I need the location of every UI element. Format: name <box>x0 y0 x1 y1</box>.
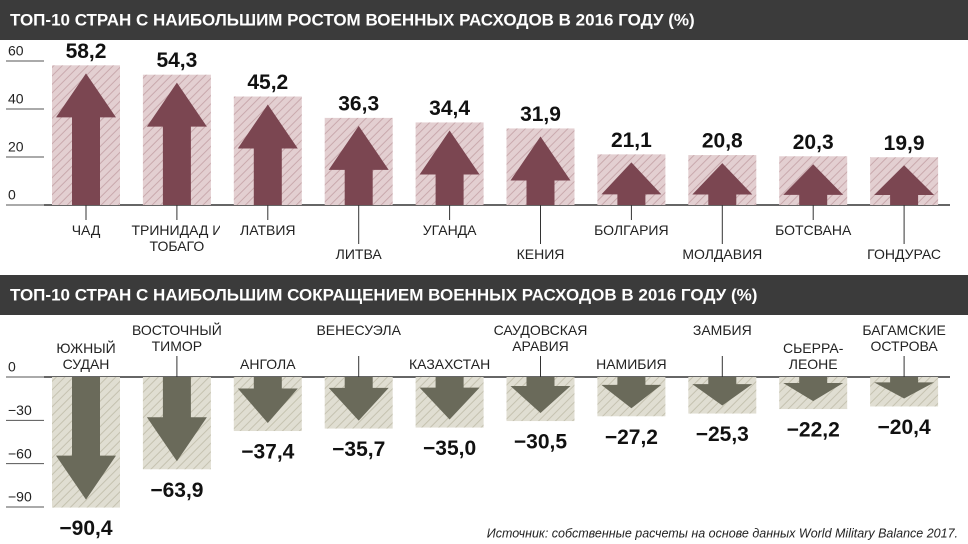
arrow <box>783 377 844 402</box>
arrow <box>328 377 389 421</box>
value-label: 45,2 <box>247 71 288 94</box>
value-label: 34,4 <box>429 97 470 120</box>
value-label: −27,2 <box>605 426 658 449</box>
value-label: −35,7 <box>332 438 385 461</box>
value-label: −22,2 <box>787 419 840 442</box>
category-label: ЮЖНЫЙ СУДАН <box>56 340 116 372</box>
category-label: ТРИНИДАД И ТОБАГО <box>128 222 225 254</box>
arrow <box>601 377 662 409</box>
value-label: 58,2 <box>66 40 107 63</box>
arrow <box>419 377 480 420</box>
arrow <box>146 82 207 205</box>
y-tick-label: 20 <box>8 139 24 155</box>
arrow <box>146 377 207 462</box>
arrow <box>510 136 571 205</box>
arrow <box>237 377 298 424</box>
category-label: БАГАМСКИЕ ОСТРОВА <box>856 322 953 354</box>
value-label: −20,4 <box>878 416 931 439</box>
value-label: 19,9 <box>884 132 925 155</box>
category-label: КАЗАХСТАН <box>409 356 491 372</box>
arrow <box>874 165 935 205</box>
value-label: −35,0 <box>423 437 476 460</box>
arrow <box>56 377 116 500</box>
category-label: БОТСВАНА <box>765 222 862 238</box>
arrow <box>874 377 935 399</box>
category-label: БОЛГАРИЯ <box>583 222 680 238</box>
category-label: ЛАТВИЯ <box>219 222 316 238</box>
arrow <box>510 377 571 414</box>
chart-title: ТОП-10 СТРАН С НАИБОЛЬШИМ РОСТОМ ВОЕННЫХ… <box>10 10 695 29</box>
category-label: ЗАМБИЯ <box>674 322 771 338</box>
arrow <box>328 125 389 205</box>
category-label: МОЛДАВИЯ <box>674 246 771 262</box>
y-tick-label: −90 <box>8 489 32 505</box>
category-label: ЛИТВА <box>310 246 407 262</box>
category-label: ВЕНЕСУЭЛА <box>310 322 407 338</box>
value-label: −37,4 <box>241 441 294 464</box>
value-label: −25,3 <box>696 423 749 446</box>
category-label: ВОСТОЧНЫЙ ТИМОР <box>128 322 225 354</box>
value-label: 20,3 <box>793 131 834 154</box>
category-label: ЧАД <box>38 222 134 238</box>
arrow <box>237 104 298 205</box>
category-label: СЬЕРРА-ЛЕОНЕ <box>783 340 844 372</box>
source-note: Источник: собственные расчеты на основе … <box>487 526 958 540</box>
y-tick-label: 0 <box>8 359 16 375</box>
title-bar <box>0 0 968 40</box>
category-label: НАМИБИЯ <box>596 356 667 372</box>
value-label: −90,4 <box>59 517 112 540</box>
arrow <box>692 163 753 205</box>
title-bar <box>0 275 968 315</box>
y-tick-label: 60 <box>8 43 24 59</box>
value-label: 31,9 <box>520 103 561 126</box>
arrow <box>419 130 480 205</box>
value-label: −63,9 <box>150 479 203 502</box>
value-label: 20,8 <box>702 130 743 153</box>
value-label: 36,3 <box>338 92 379 115</box>
category-label: УГАНДА <box>401 222 498 238</box>
category-label: ГОНДУРАС <box>856 246 953 262</box>
value-label: 54,3 <box>156 49 197 72</box>
y-tick-label: −60 <box>8 445 32 461</box>
y-tick-label: 0 <box>8 187 16 203</box>
y-tick-label: 40 <box>8 91 24 107</box>
value-label: −30,5 <box>514 431 567 454</box>
category-label: КЕНИЯ <box>492 246 589 262</box>
chart-title: ТОП-10 СТРАН С НАИБОЛЬШИМ СОКРАЩЕНИЕМ ВО… <box>10 285 757 304</box>
arrow <box>601 162 662 205</box>
category-label: АНГОЛА <box>240 356 296 372</box>
arrow <box>56 73 116 205</box>
y-tick-label: −30 <box>8 402 32 418</box>
arrow <box>692 377 753 406</box>
arrow <box>783 164 844 205</box>
value-label: 21,1 <box>611 129 652 152</box>
category-label: САУДОВСКАЯ АРАВИЯ <box>492 322 589 354</box>
